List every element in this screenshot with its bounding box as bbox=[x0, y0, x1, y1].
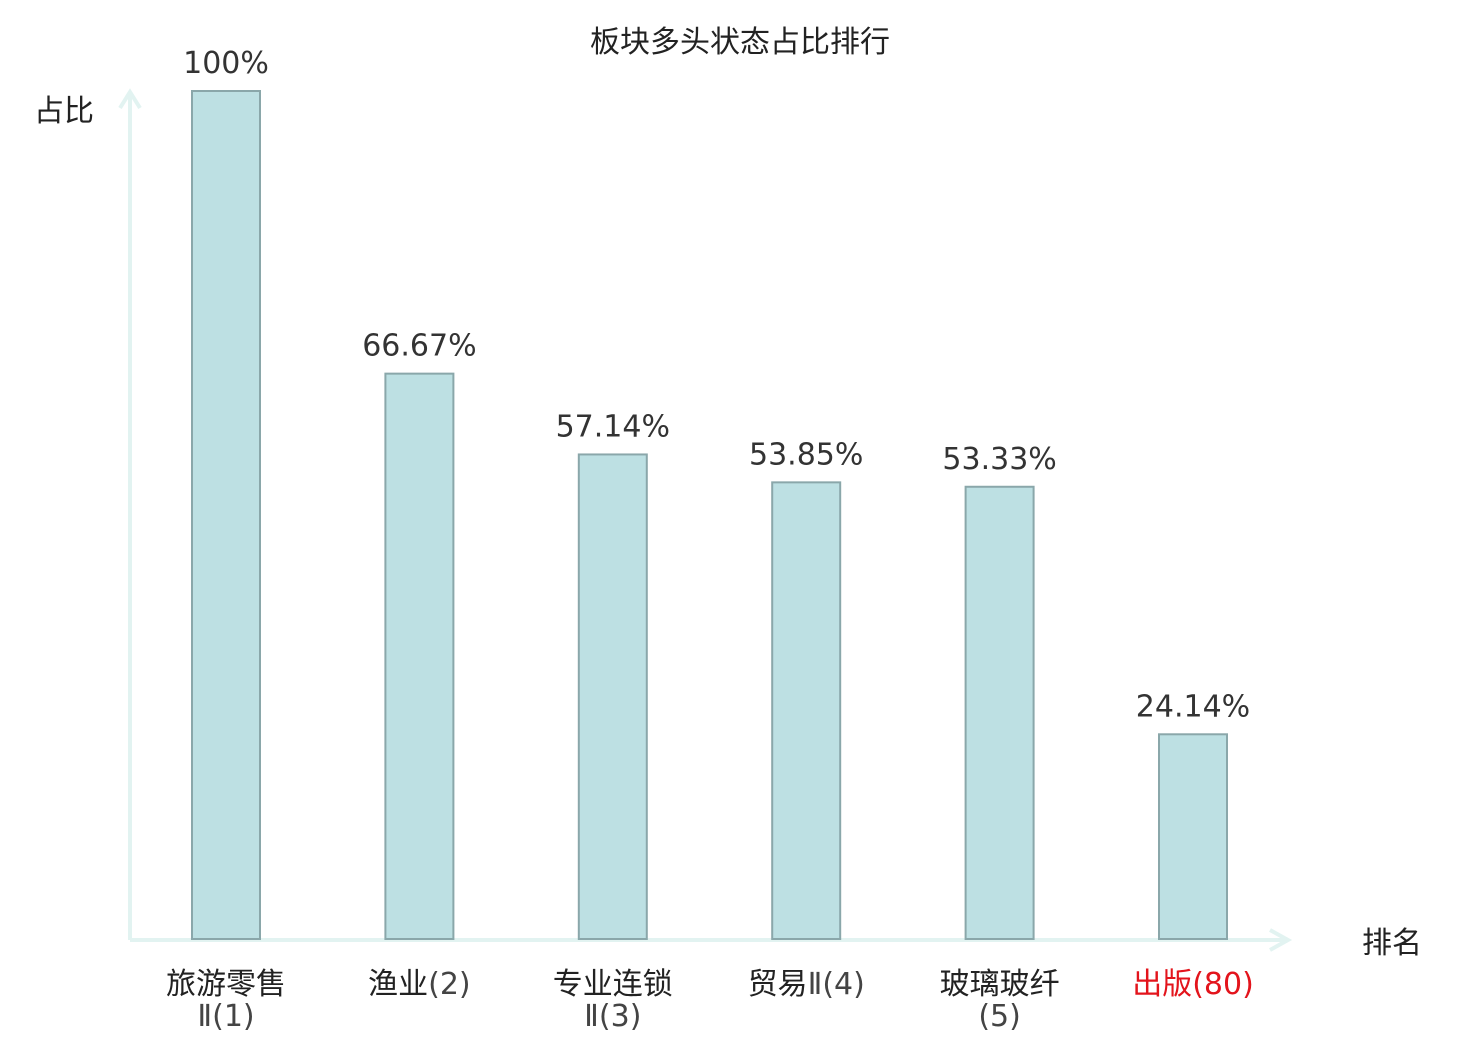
y-axis-arrowhead bbox=[118, 88, 142, 110]
chart-title: 板块多头状态占比排行 bbox=[590, 25, 890, 60]
value-label-3: 57.14% bbox=[556, 409, 670, 444]
bars-group bbox=[191, 90, 1228, 940]
category-label-4: 贸易Ⅱ(4) bbox=[748, 967, 865, 1002]
bar-2 bbox=[384, 372, 455, 940]
bar-1 bbox=[191, 90, 261, 940]
x-axis-arrowhead bbox=[1269, 928, 1293, 952]
category-label-2: 渔业(2) bbox=[368, 967, 471, 1002]
y-axis-label: 占比 bbox=[34, 94, 94, 129]
x-axis-label: 排名 bbox=[1362, 926, 1422, 961]
bar-3 bbox=[577, 453, 648, 940]
category-label-1: 旅游零售 Ⅱ(1) bbox=[166, 967, 286, 1034]
labels-group: 100% 旅游零售 Ⅱ(1) 66.67% 渔业(2) 57.14% 专业连锁 Ⅱ(3) 53.… bbox=[166, 46, 1254, 1034]
category-label-6: 出版(80) bbox=[1132, 967, 1254, 1002]
category-label-5: 玻璃玻纤(5) bbox=[940, 967, 1060, 1034]
value-label-6: 24.14% bbox=[1136, 689, 1250, 724]
category-label-3: 专业连锁 Ⅱ(3) bbox=[553, 967, 673, 1034]
bar-6 bbox=[1158, 733, 1228, 940]
value-label-1: 100% bbox=[183, 46, 269, 81]
value-label-4: 53.85% bbox=[749, 437, 863, 472]
value-label-2: 66.67% bbox=[362, 329, 476, 364]
value-label-5: 53.33% bbox=[942, 442, 1056, 477]
bar-5 bbox=[964, 485, 1035, 940]
bar-4 bbox=[771, 481, 842, 940]
